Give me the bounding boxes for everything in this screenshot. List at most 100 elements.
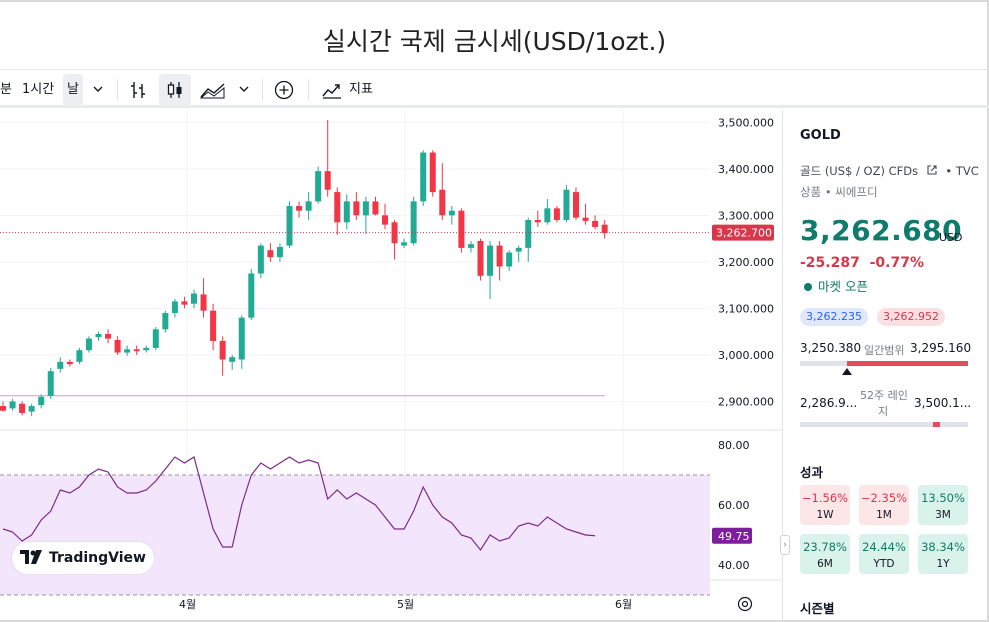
candle-body — [28, 406, 35, 412]
bar-style-icon[interactable] — [128, 74, 150, 106]
symbol-info-panel: GOLD 골드 (US$ / OZ) CFDs • TVC 상품 • 씨에프디 … — [784, 110, 987, 622]
candle-body — [191, 293, 197, 304]
rsi-axis-label: 80.00 — [718, 439, 750, 452]
candle-body — [592, 220, 599, 227]
candle-body — [439, 189, 446, 216]
candle-body — [85, 338, 92, 351]
candle-body — [401, 242, 408, 246]
candle-body — [143, 347, 150, 351]
time-axis-label: 4월 — [179, 598, 196, 611]
market-open-dot-icon — [804, 283, 812, 291]
candle-body — [410, 201, 417, 244]
tradingview-logo-icon — [20, 550, 42, 564]
last-price-label-bg — [712, 224, 774, 241]
change-percent: -0.77% — [869, 255, 924, 271]
candle-body — [573, 192, 579, 218]
day-range-fill — [847, 361, 968, 366]
candle-body — [544, 208, 551, 223]
candle-body — [458, 210, 465, 248]
time-axis-label: 6월 — [615, 598, 632, 611]
candle-body — [76, 350, 83, 362]
symbol-name[interactable]: GOLD — [800, 128, 841, 143]
candle-body — [553, 208, 560, 220]
tradingview-logo[interactable]: TradingView — [12, 542, 154, 574]
day-range-low: 3,250.380 — [800, 341, 862, 355]
price-axis-label: 3,000.000 — [718, 349, 774, 362]
perf-1m[interactable]: −2.35% 1M — [859, 485, 909, 525]
candle-body — [286, 206, 293, 246]
candle-body — [133, 349, 140, 352]
indicators-icon[interactable] — [321, 74, 343, 106]
candle-body — [257, 245, 264, 274]
candle-body — [105, 333, 112, 339]
chart-settings-icon[interactable] — [737, 596, 753, 616]
chart-type-dropdown-icon[interactable] — [238, 74, 250, 106]
perf-6m[interactable]: 23.78% 6M — [800, 534, 850, 574]
perf-1w[interactable]: −1.56% 1W — [800, 485, 850, 525]
week52-range-label: 52주 레인 — [860, 389, 908, 402]
candle-body — [0, 406, 6, 411]
candle-body — [238, 317, 245, 360]
expand-panel-handle[interactable]: › — [780, 535, 790, 555]
day-range-bar — [800, 361, 968, 366]
interval-day-button[interactable]: 날 — [63, 74, 83, 106]
chart-canvas[interactable]: 3,500.000 3,400.000 3,300.000 3,200.000 3,10… — [0, 110, 783, 622]
price-axis-label: 3,500.000 — [718, 116, 774, 129]
rsi-band — [0, 475, 710, 595]
candle-body — [324, 171, 331, 190]
change-absolute: -25.287 — [800, 255, 860, 271]
candle-body — [477, 240, 484, 276]
rsi-axis-label: 40.00 — [718, 559, 750, 572]
candle-body — [506, 252, 513, 267]
price-chart[interactable]: 3,500.000 3,400.000 3,300.000 3,200.000 3,10… — [0, 110, 783, 622]
interval-dropdown-icon[interactable] — [92, 74, 104, 106]
external-link-icon[interactable] — [926, 164, 938, 176]
candle-body — [353, 201, 360, 216]
candle-body — [95, 333, 102, 338]
toolbar-divider — [262, 79, 263, 101]
candle-body — [343, 201, 350, 223]
candle-body — [210, 310, 217, 341]
candle-body — [200, 294, 207, 311]
candle-body — [382, 215, 388, 225]
week52-range-label-cont: 지 — [878, 405, 889, 418]
week52-range-low: 2,286.9... — [800, 396, 858, 410]
market-status: 마켓 오픈 — [804, 276, 868, 295]
candle-body — [57, 361, 64, 369]
candle-body — [296, 206, 303, 211]
exchange-label: • TVC — [945, 164, 979, 178]
week52-range-bar — [800, 422, 968, 427]
perf-ytd[interactable]: 24.44% YTD — [859, 534, 909, 574]
candle-body — [534, 219, 541, 223]
interval-minute-button[interactable]: 분 — [0, 82, 12, 97]
day-range-high: 3,295.160 — [910, 341, 972, 355]
candle-body — [448, 210, 455, 216]
candle-body — [9, 401, 16, 409]
symbol-description-text[interactable]: 골드 (US$ / OZ) CFDs — [800, 164, 919, 178]
rsi-axis-label: 60.00 — [718, 499, 750, 512]
indicators-button[interactable]: 지표 — [349, 82, 373, 97]
candle-body — [114, 339, 121, 353]
price-axis-label: 3,200.000 — [718, 256, 774, 269]
perf-1y[interactable]: 38.34% 1Y — [918, 534, 968, 574]
compare-chart-icon[interactable] — [200, 74, 228, 106]
candle-body — [248, 273, 255, 318]
price-axis-label: 3,100.000 — [718, 302, 774, 315]
last-price: 3,262.680 — [800, 214, 963, 247]
candle-body — [124, 349, 131, 353]
toolbar-divider — [308, 79, 309, 101]
add-symbol-icon[interactable] — [274, 74, 294, 106]
candle-body — [38, 396, 45, 406]
interval-1h-button[interactable]: 1시간 — [22, 82, 55, 97]
candle-body — [152, 329, 159, 348]
market-status-text: 마켓 오픈 — [818, 279, 868, 294]
candle-body — [372, 201, 379, 215]
candle-body — [601, 224, 608, 234]
candle-body — [582, 217, 589, 221]
perf-3m[interactable]: 13.50% 3M — [918, 485, 968, 525]
day-range-marker-icon — [842, 368, 853, 375]
chart-toolbar: 분 1시간 날 지표 — [0, 70, 989, 108]
candle-style-icon[interactable] — [159, 74, 191, 106]
candle-body — [496, 245, 503, 267]
